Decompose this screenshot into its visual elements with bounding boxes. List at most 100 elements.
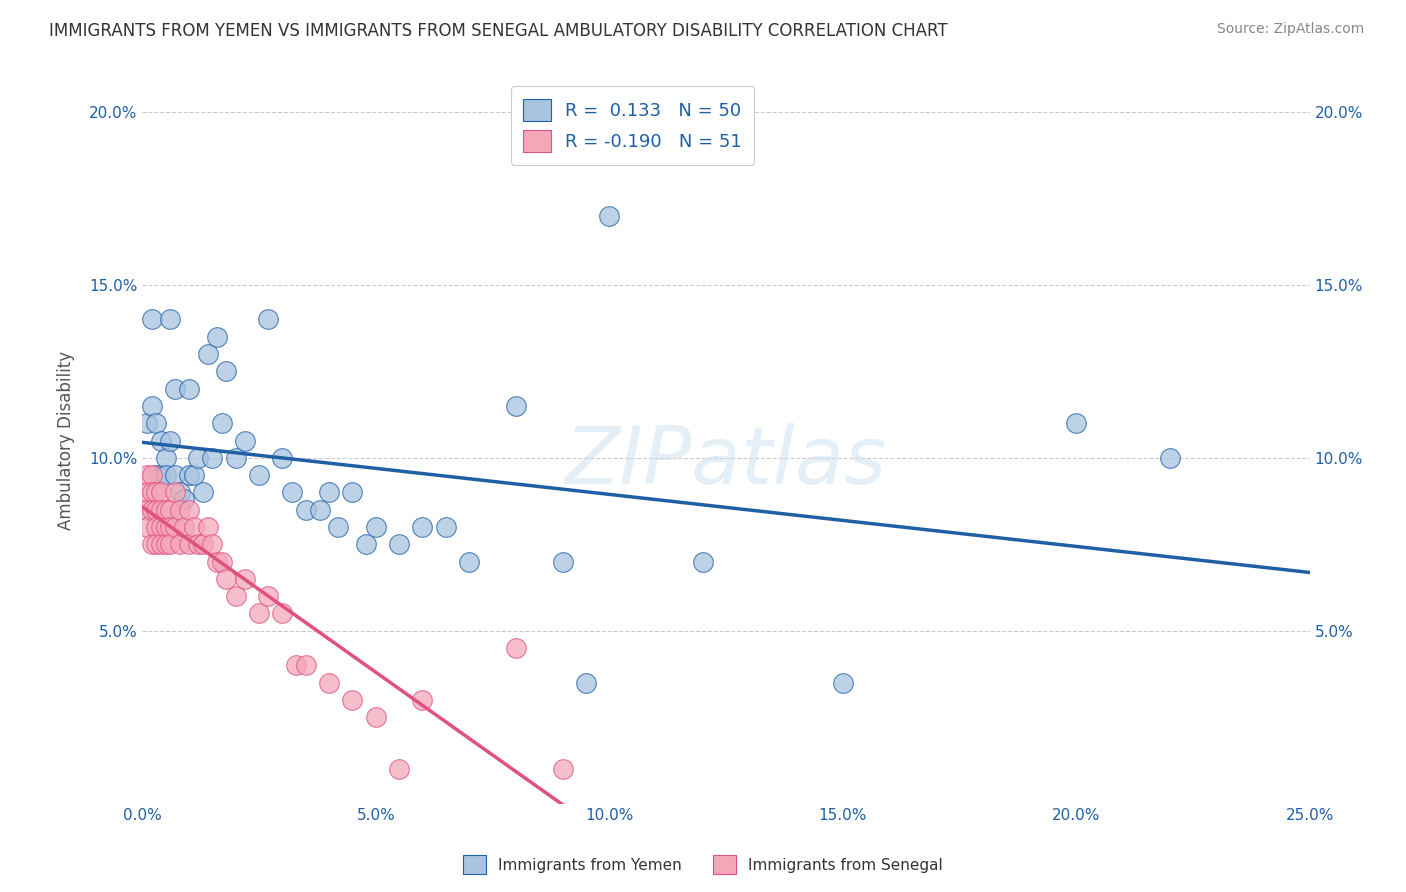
Point [169,502,191,516]
Point [318,485,340,500]
Point [141,468,163,483]
Point [155,502,177,516]
Point [136,468,159,483]
Point [342,485,364,500]
Point [1064,416,1087,430]
Point [155,468,177,483]
Point [191,537,214,551]
Point [205,555,228,569]
Point [149,537,172,551]
Point [364,520,387,534]
Point [149,520,172,534]
Point [177,502,200,516]
Point [294,502,316,516]
Text: ZIPatlas: ZIPatlas [565,424,887,501]
Point [551,762,574,776]
Point [197,520,219,534]
Point [388,762,411,776]
Point [364,710,387,724]
Text: Source: ZipAtlas.com: Source: ZipAtlas.com [1216,22,1364,37]
Point [505,640,527,655]
Point [692,555,714,569]
Point [505,399,527,413]
Legend: Immigrants from Yemen, Immigrants from Senegal: Immigrants from Yemen, Immigrants from S… [457,849,949,880]
Point [155,520,177,534]
Point [1159,450,1181,465]
Point [149,502,172,516]
Point [831,675,853,690]
Point [141,537,163,551]
Point [211,416,233,430]
Point [145,537,167,551]
Point [458,555,481,569]
Point [159,502,181,516]
Point [257,312,280,326]
Point [159,520,181,534]
Point [149,468,172,483]
Point [411,520,433,534]
Point [141,312,163,326]
Point [136,485,159,500]
Point [197,347,219,361]
Point [155,537,177,551]
Point [318,675,340,690]
Point [257,589,280,603]
Point [136,520,159,534]
Point [145,502,167,516]
Point [145,468,167,483]
Point [328,520,350,534]
Point [551,555,574,569]
Point [411,693,433,707]
Text: IMMIGRANTS FROM YEMEN VS IMMIGRANTS FROM SENEGAL AMBULATORY DISABILITY CORRELATI: IMMIGRANTS FROM YEMEN VS IMMIGRANTS FROM… [49,22,948,40]
Point [187,450,209,465]
Point [177,537,200,551]
Point [145,416,167,430]
Point [177,468,200,483]
Point [155,450,177,465]
Point [141,485,163,500]
Point [191,485,214,500]
Point [169,485,191,500]
Point [183,468,205,483]
Point [201,450,224,465]
Point [169,537,191,551]
Point [294,658,316,673]
Point [159,537,181,551]
Point [271,607,294,621]
Point [149,434,172,448]
Point [280,485,302,500]
Point [149,485,172,500]
Point [247,607,270,621]
Point [598,209,620,223]
Point [177,382,200,396]
Point [215,572,238,586]
Point [173,520,195,534]
Point [247,468,270,483]
Point [173,492,195,507]
Point [225,589,247,603]
Point [145,485,167,500]
Point [285,658,308,673]
Point [145,520,167,534]
Point [233,434,256,448]
Point [434,520,457,534]
Point [163,382,186,396]
Point [233,572,256,586]
Legend: R =  0.133   N = 50, R = -0.190   N = 51: R = 0.133 N = 50, R = -0.190 N = 51 [510,87,755,165]
Point [388,537,411,551]
Point [136,502,159,516]
Point [136,416,159,430]
Point [141,502,163,516]
Point [163,520,186,534]
Point [187,537,209,551]
Point [159,434,181,448]
Point [201,537,224,551]
Point [575,675,598,690]
Point [163,468,186,483]
Point [342,693,364,707]
Point [215,364,238,378]
Point [271,450,294,465]
Point [159,312,181,326]
Point [163,485,186,500]
Point [205,330,228,344]
